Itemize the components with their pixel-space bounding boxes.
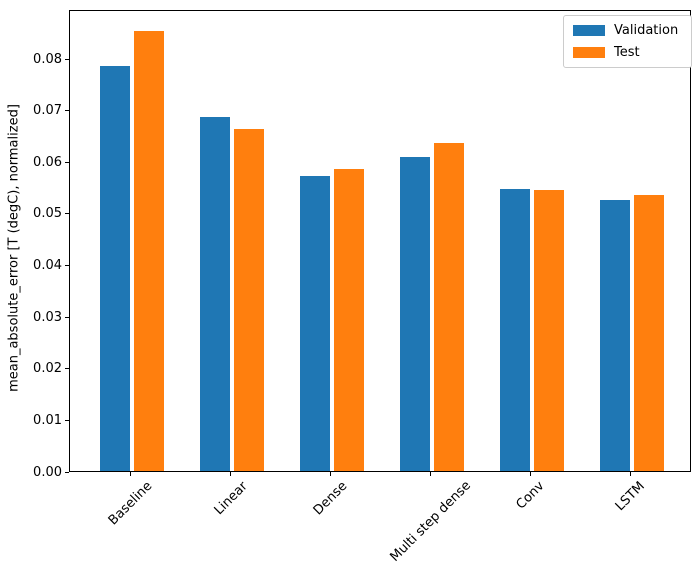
legend-label: Test <box>614 45 640 60</box>
y-tick-mark <box>65 58 69 60</box>
legend-item-validation: Validation <box>573 23 682 38</box>
x-tick-mark <box>130 472 132 476</box>
bar-test-baseline <box>133 31 164 471</box>
x-tick-label-linear: Linear <box>211 478 251 518</box>
x-tick-label-lstm: LSTM <box>612 478 649 514</box>
legend-swatch-validation <box>573 25 605 36</box>
y-tick-label: 0.07 <box>33 103 62 119</box>
bar-validation-conv <box>499 189 530 471</box>
x-tick-mark <box>330 472 332 476</box>
x-tick-mark <box>530 472 532 476</box>
x-tick-mark <box>630 472 632 476</box>
y-tick-mark <box>65 110 69 112</box>
bar-validation-linear <box>199 116 230 471</box>
bar-validation-dense <box>299 175 330 471</box>
bar-test-linear <box>233 128 264 471</box>
y-tick-mark <box>65 419 69 421</box>
bar-validation-baseline <box>99 65 130 471</box>
y-tick-mark <box>65 265 69 267</box>
bar-test-dense <box>333 169 364 471</box>
y-tick-mark <box>65 213 69 215</box>
legend-swatch-test <box>573 47 605 58</box>
bar-validation-multi-step-dense <box>399 157 430 471</box>
x-tick-label-baseline: Baseline <box>105 478 156 529</box>
x-tick-label-conv: Conv <box>513 478 548 513</box>
x-tick-label-dense: Dense <box>310 478 351 519</box>
legend-label: Validation <box>614 23 679 38</box>
y-tick-label: 0.04 <box>33 258 62 274</box>
bar-test-conv <box>533 190 564 471</box>
y-tick-mark <box>65 368 69 370</box>
y-tick-label: 0.03 <box>33 309 62 325</box>
y-tick-label: 0.01 <box>33 412 62 428</box>
y-axis-label: mean_absolute_error [T (degC), normalize… <box>6 104 22 392</box>
bar-test-lstm <box>633 195 664 471</box>
y-tick-mark <box>65 471 69 473</box>
plot-area <box>69 10 691 472</box>
x-tick-mark <box>230 472 232 476</box>
y-tick-label: 0.00 <box>33 464 62 480</box>
legend: Validation Test <box>563 15 693 68</box>
y-tick-label: 0.08 <box>33 51 62 67</box>
x-tick-mark <box>430 472 432 476</box>
y-tick-label: 0.05 <box>33 206 62 222</box>
bar-validation-lstm <box>599 200 630 471</box>
x-tick-label-multi-step-dense: Multi step dense <box>387 478 475 566</box>
y-tick-label: 0.06 <box>33 154 62 170</box>
bar-test-multi-step-dense <box>433 143 464 471</box>
legend-item-test: Test <box>573 45 682 60</box>
y-tick-mark <box>65 316 69 318</box>
y-tick-label: 0.02 <box>33 361 62 377</box>
y-tick-mark <box>65 161 69 163</box>
